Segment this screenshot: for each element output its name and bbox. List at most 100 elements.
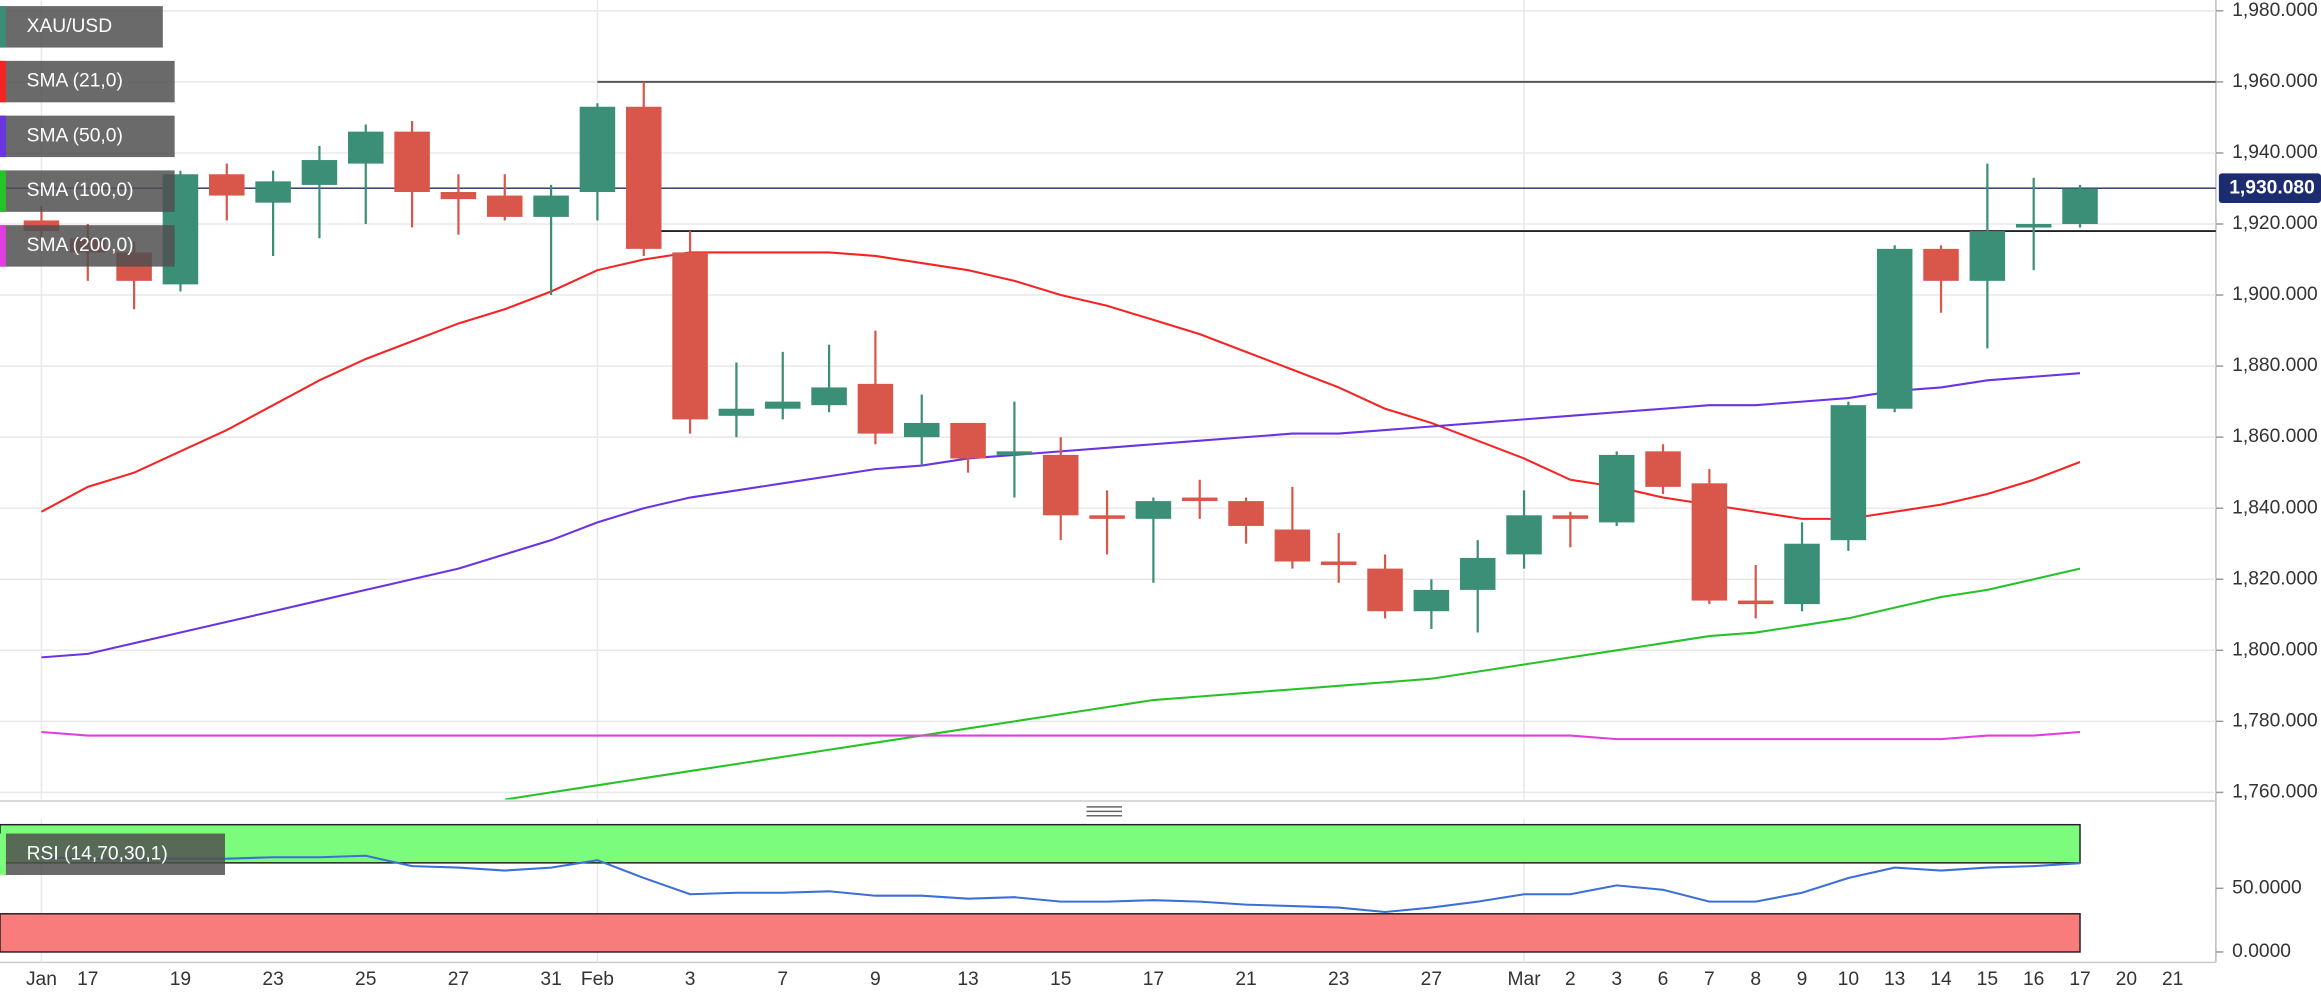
candle-body [579, 106, 616, 193]
candle-body [1830, 405, 1867, 541]
candle-body [1089, 515, 1125, 519]
y-tick-label: 1,880.000 [2232, 355, 2318, 376]
legend-item[interactable]: RSI (14,70,30,1) [0, 833, 225, 875]
y-tick-label: 1,760.000 [2232, 781, 2318, 802]
x-tick-label: 17 [1143, 969, 1164, 990]
x-tick-label: Mar [1507, 969, 1541, 990]
candle-body [1181, 497, 1218, 502]
y-tick-label: 0.0000 [2232, 941, 2291, 962]
x-tick-label: 7 [1704, 969, 1715, 990]
candle-body [1459, 557, 1496, 590]
rsi-plot [0, 818, 2081, 963]
rsi-band [0, 913, 2081, 953]
rsi-line [41, 854, 2081, 914]
candle-body [1320, 561, 1357, 566]
x-tick-label: 3 [685, 969, 696, 990]
resize-handle[interactable] [1086, 806, 1123, 817]
x-tick-label: 13 [957, 969, 978, 990]
candle-body [301, 160, 338, 185]
last-price-tag [2218, 173, 2321, 203]
legend-swatch [0, 833, 6, 875]
x-tick-label: 14 [1930, 969, 1952, 990]
x-tick-label: 23 [262, 969, 283, 990]
legend-swatch [0, 60, 6, 103]
x-tick-label: Jan [26, 969, 57, 990]
main-plot [0, 0, 2216, 800]
y-tick-label: 1,920.000 [2232, 213, 2318, 234]
x-tick-label: 27 [448, 969, 469, 990]
candle-body [1784, 543, 1820, 605]
candle-body [857, 383, 894, 434]
candle-body [1691, 483, 1728, 601]
y-tick-label: 1,780.000 [2232, 710, 2318, 731]
candle-body [1228, 501, 1264, 526]
candle-body [1042, 454, 1079, 516]
x-tick-label: 21 [1235, 969, 1256, 990]
x-tick-label: 15 [1977, 969, 1998, 990]
candle-body [764, 401, 801, 409]
y-tick-label: 1,860.000 [2232, 426, 2318, 447]
candle-body [1367, 568, 1403, 612]
x-tick-label: 31 [540, 969, 561, 990]
legend-label: XAU/USD [27, 16, 113, 37]
x-tick-label: 10 [1838, 969, 1859, 990]
y-tick-label: 1,940.000 [2232, 142, 2318, 163]
last-price-label: 1,930.080 [2229, 177, 2315, 198]
candle-body [1274, 529, 1311, 562]
y-tick-label: 50.0000 [2232, 877, 2302, 898]
x-tick-label: Feb [581, 969, 614, 990]
candle-body [2015, 223, 2052, 228]
candle-body [1135, 501, 1172, 519]
candle-body [996, 451, 1033, 455]
y-tick-label: 1,800.000 [2232, 639, 2318, 660]
legend-item[interactable]: SMA (21,0) [0, 60, 175, 103]
legend-box [0, 115, 175, 158]
candle-body [1552, 515, 1589, 519]
legend-item[interactable]: SMA (100,0) [0, 170, 175, 212]
x-tick-label: 15 [1050, 969, 1071, 990]
legend-label: RSI (14,70,30,1) [27, 843, 168, 864]
legend-box [0, 60, 175, 103]
candle-body [950, 422, 986, 459]
candle-body [672, 252, 708, 420]
legend-swatch [0, 6, 6, 48]
candle-body [1506, 515, 1542, 555]
candle-body [2062, 188, 2098, 224]
candle-body [255, 181, 291, 203]
legend-label: SMA (200,0) [27, 235, 134, 256]
x-tick-label: 17 [77, 969, 98, 990]
legend-item[interactable]: XAU/USD [0, 6, 163, 48]
candle-body [394, 131, 430, 193]
candle-body [811, 387, 847, 406]
sma-line [504, 567, 2081, 800]
x-tick-label: 13 [1884, 969, 1905, 990]
candle-body [1645, 451, 1681, 487]
x-tick-label: 17 [2069, 969, 2090, 990]
legend-box [0, 170, 175, 212]
x-tick-label: 7 [777, 969, 788, 990]
y-tick-label: 1,980.000 [2232, 0, 2318, 21]
candle-body [1969, 231, 2006, 281]
sma-line [41, 730, 2081, 741]
legend-label: SMA (100,0) [27, 180, 134, 201]
candle-body [348, 131, 384, 164]
x-tick-label: 9 [870, 969, 881, 990]
candle-body [625, 106, 662, 249]
x-tick-label: 8 [1750, 969, 1761, 990]
legend-swatch [0, 225, 6, 267]
sma-line [40, 251, 2081, 520]
x-tick-label: 25 [355, 969, 376, 990]
candle-body [1598, 454, 1635, 523]
legend-label: SMA (21,0) [27, 71, 123, 92]
legend-swatch [0, 115, 6, 158]
x-tick-label: 2 [1565, 969, 1576, 990]
legend-item[interactable]: SMA (200,0) [0, 225, 175, 267]
legend-item[interactable]: SMA (50,0) [0, 115, 175, 158]
candle-body [1737, 600, 1774, 605]
x-tick-label: 16 [2023, 969, 2044, 990]
legend-label: SMA (50,0) [27, 125, 123, 146]
y-tick-label: 1,840.000 [2232, 497, 2318, 518]
